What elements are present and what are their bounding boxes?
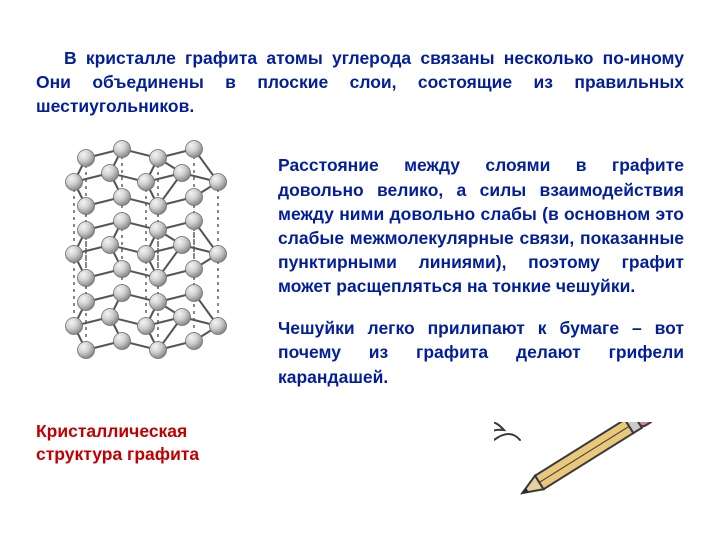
left-column: Кристаллическая структура графита	[36, 136, 266, 466]
intro-paragraph: В кристалле графита атомы углерода связа…	[36, 46, 684, 118]
diagram-caption: Кристаллическая структура графита	[36, 420, 266, 466]
graphite-structure-diagram	[46, 138, 256, 406]
right-column: Расстояние между слоями в графите доволь…	[266, 136, 684, 466]
paragraph-1: Расстояние между слоями в графите доволь…	[278, 153, 684, 298]
body-wrap: Кристаллическая структура графита Рассто…	[36, 136, 684, 466]
paragraph-2: Чешуйки легко прилипают к бумаге – вот п…	[278, 316, 684, 388]
pencil-illustration	[494, 422, 664, 522]
page: В кристалле графита атомы углерода связа…	[0, 0, 720, 540]
